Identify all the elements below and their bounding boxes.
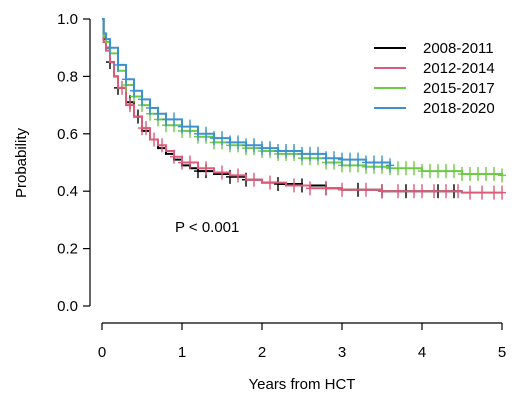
y-axis-title: Probability bbox=[13, 127, 30, 198]
y-tick-label: 0.2 bbox=[57, 241, 78, 258]
legend-item: 2018-2020 bbox=[374, 100, 495, 117]
legend-item: 2015-2017 bbox=[374, 80, 495, 97]
y-tick-label: 0.0 bbox=[57, 298, 78, 315]
y-tick-label: 1.0 bbox=[57, 11, 78, 28]
legend-label: 2018-2020 bbox=[423, 100, 495, 117]
plot-series bbox=[102, 18, 506, 200]
x-tick-label: 0 bbox=[98, 344, 106, 361]
y-tick-label: 0.8 bbox=[57, 68, 78, 85]
x-tick-label: 5 bbox=[498, 344, 506, 361]
series-line-2008-2011 bbox=[102, 18, 462, 193]
y-tick-label: 0.4 bbox=[57, 183, 78, 200]
y-tick-label: 0.6 bbox=[57, 126, 78, 143]
legend-label: 2008-2011 bbox=[423, 40, 494, 57]
legend-label: 2015-2017 bbox=[423, 80, 495, 97]
series-2018-2020 bbox=[102, 18, 394, 173]
legend-label: 2012-2014 bbox=[423, 60, 495, 77]
legend: 2008-2011 2012-2014 2015-2017 2018-2020 bbox=[374, 40, 495, 117]
axes: 0.0 0.2 0.4 0.6 0.8 1.0 0 1 2 3 4 5 bbox=[57, 11, 506, 361]
x-axis-title: Years from HCT bbox=[249, 376, 356, 393]
series-2012-2014 bbox=[102, 18, 506, 200]
legend-item: 2012-2014 bbox=[374, 60, 495, 77]
legend-item: 2008-2011 bbox=[374, 40, 494, 57]
x-tick-label: 3 bbox=[338, 344, 346, 361]
x-tick-label: 2 bbox=[258, 344, 266, 361]
x-tick-label: 1 bbox=[178, 344, 186, 361]
p-value-annotation: P < 0.001 bbox=[175, 219, 239, 236]
x-tick-label: 4 bbox=[418, 344, 426, 361]
